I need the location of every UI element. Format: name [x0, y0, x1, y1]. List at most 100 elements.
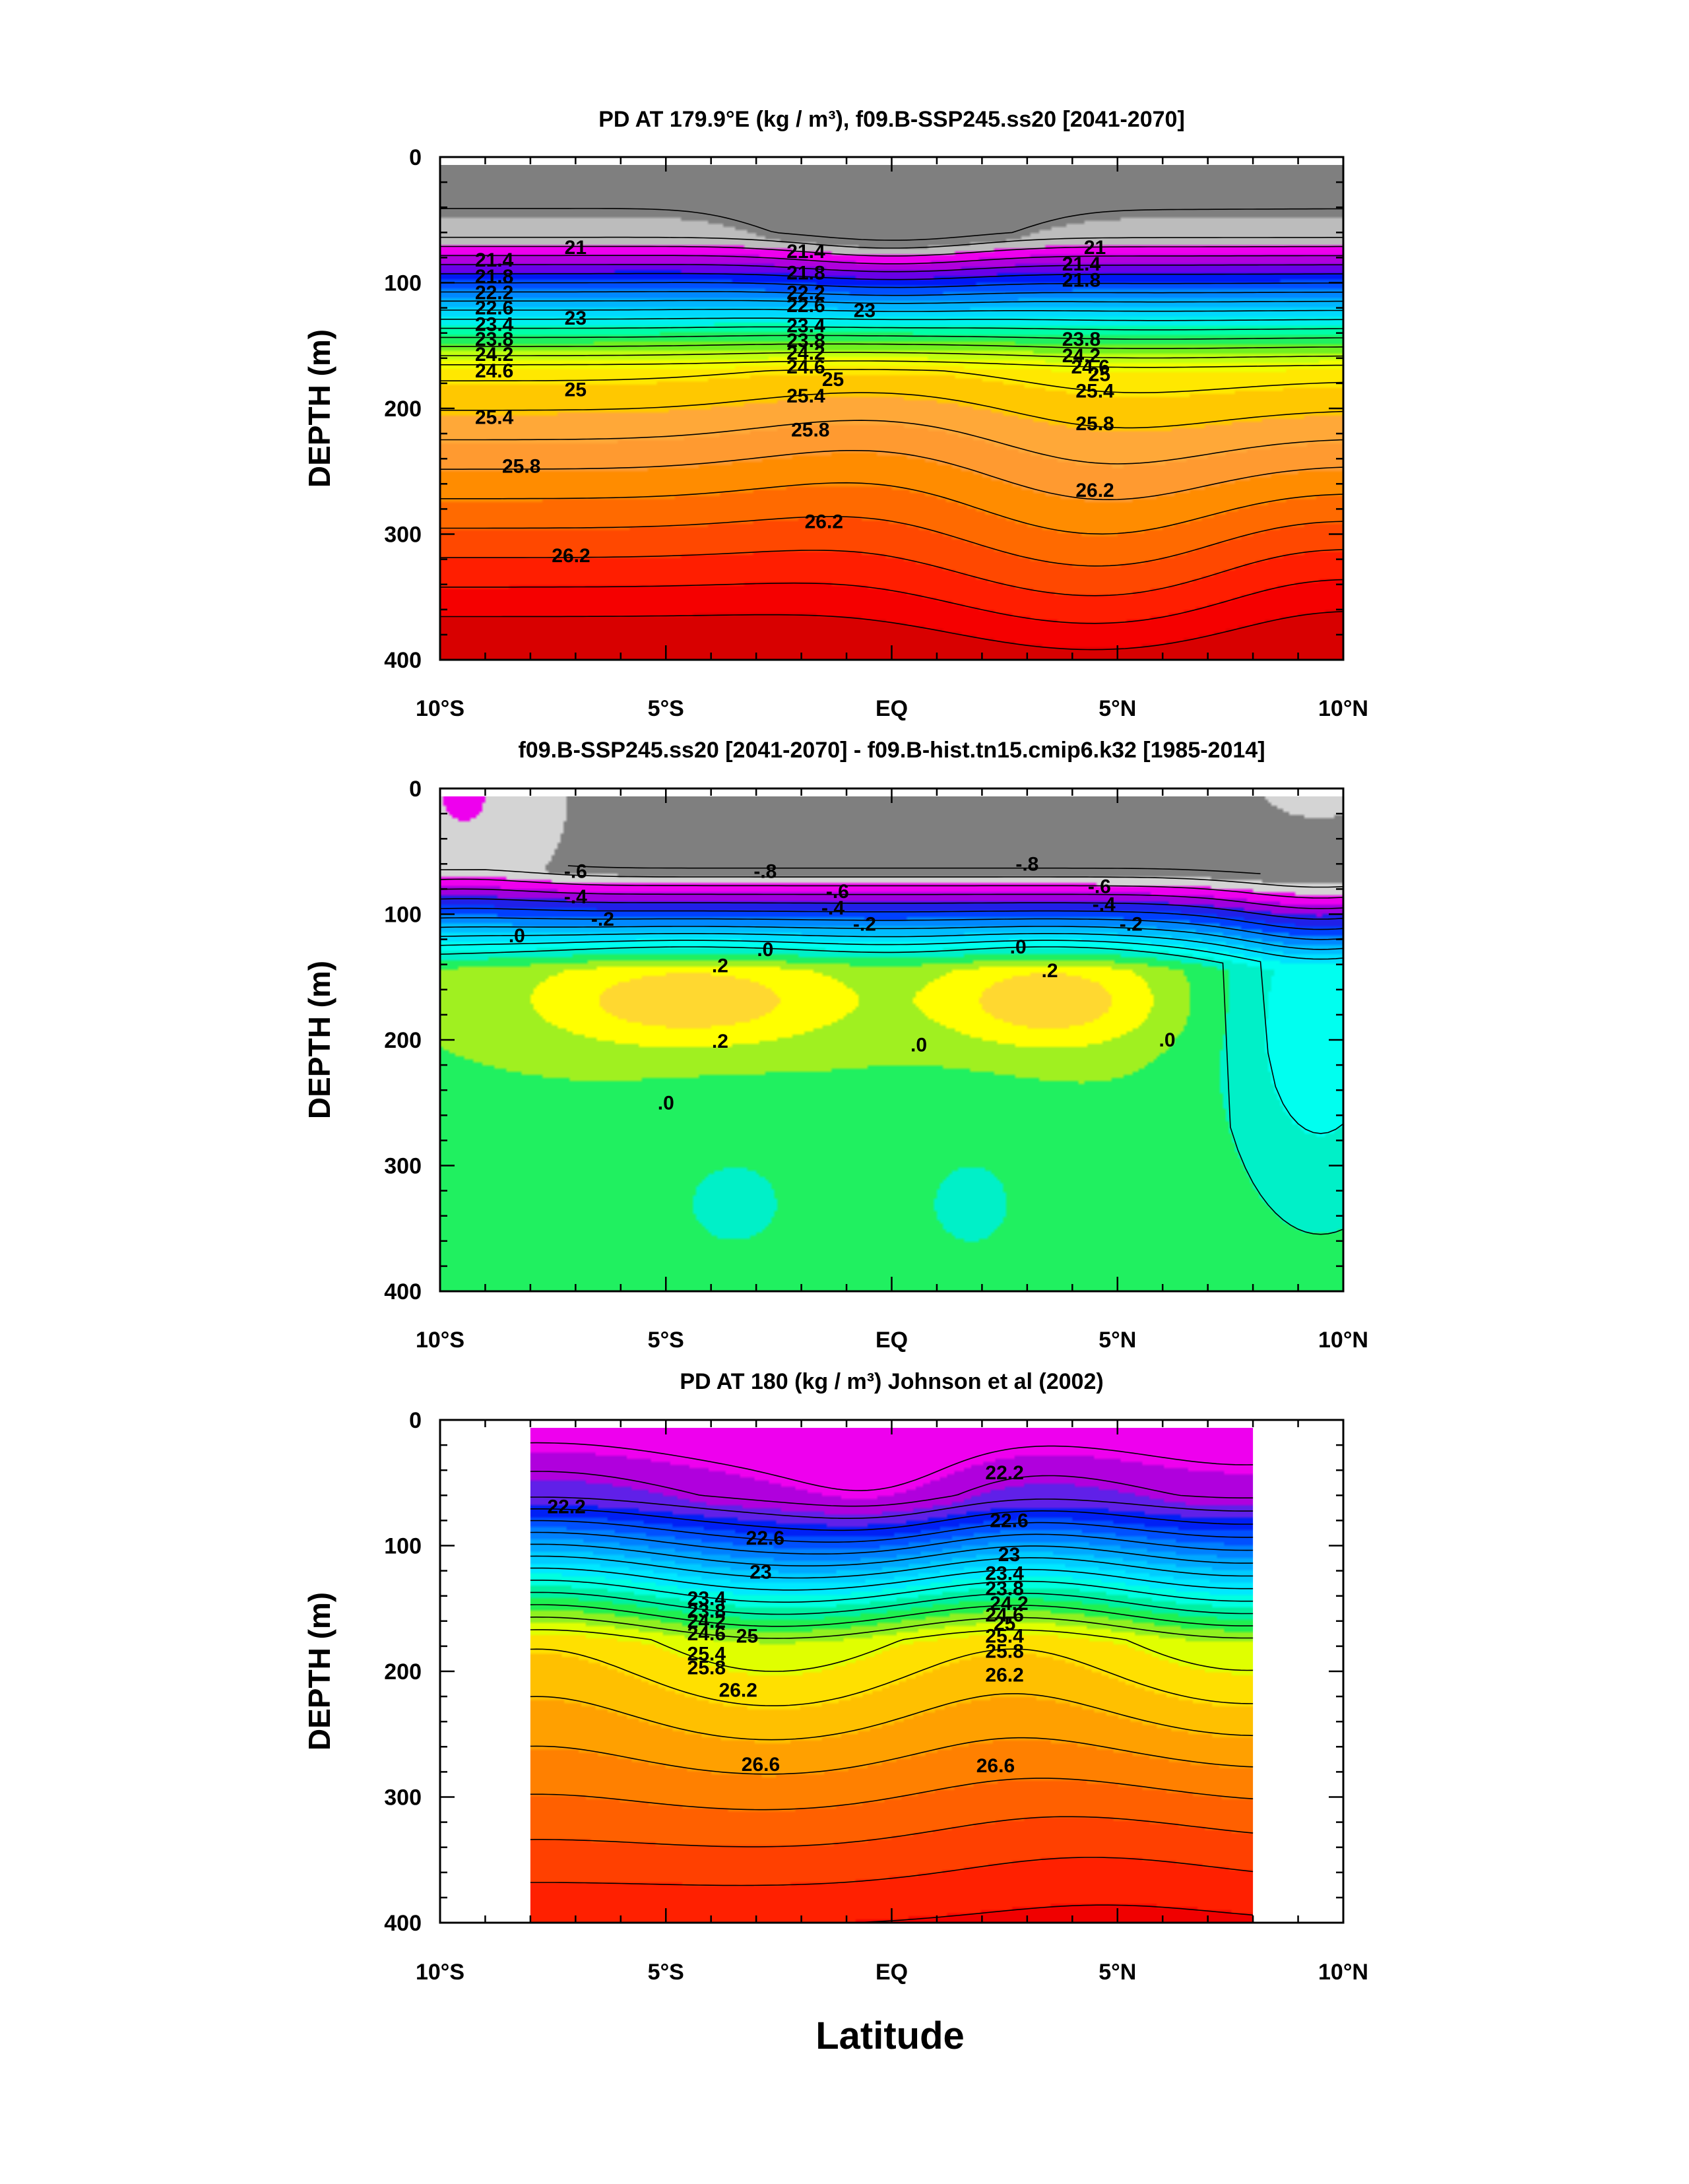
contour-label: 22.2	[475, 282, 513, 304]
contour-label: 22.6	[990, 1510, 1028, 1531]
contour-label: -.2	[853, 914, 876, 936]
contour-label: 25	[565, 379, 587, 401]
contour-label: -.8	[753, 861, 777, 883]
contour-label: 25.8	[1075, 413, 1114, 435]
panel-2-x-axis: 10°S 5°S EQ 5°N 10°N	[416, 788, 1368, 1353]
contour-label: 23.4	[985, 1562, 1024, 1584]
contour-label: 22.2	[547, 1496, 585, 1518]
contour-line	[439, 869, 1344, 888]
panel-3-y-label: DEPTH (m)	[302, 1592, 336, 1750]
panel-3: PD AT 180 (kg / m³) Johnson et al (2002)…	[302, 1369, 1368, 1985]
contour-line	[530, 1496, 1254, 1519]
contour-line	[530, 1778, 1254, 1811]
contour-line	[530, 1737, 1254, 1775]
contour-label: .0	[1010, 936, 1027, 958]
y-tick-label: 400	[384, 1279, 422, 1304]
contour-label: 26.6	[976, 1755, 1015, 1777]
contour-line	[440, 450, 1344, 501]
contour-label: -.4	[564, 886, 587, 908]
x-tick-label: 5°S	[648, 1328, 684, 1353]
panel-3-field	[530, 1428, 1254, 1923]
contour-line	[439, 917, 1344, 940]
contour-label: 24.2	[786, 342, 825, 364]
panel-1-field	[440, 165, 1343, 660]
panel-1-y-label: DEPTH (m)	[302, 329, 336, 488]
contour-label: 25.4	[985, 1626, 1024, 1648]
panel-2-y-axis: 0 100 200 300 400 DEPTH (m)	[302, 777, 1343, 1304]
contour-line	[440, 369, 1344, 394]
contour-label: 26.6	[742, 1754, 780, 1776]
contour-line	[530, 1591, 1254, 1615]
contour-label: .0	[658, 1092, 674, 1114]
contour-line	[530, 1442, 1254, 1491]
contour-line	[530, 1580, 1254, 1603]
contour-line	[440, 335, 1343, 340]
contour-line	[440, 282, 1343, 288]
y-tick-label: 100	[384, 903, 422, 928]
contour-label: 24.6	[1071, 356, 1109, 378]
x-tick-label: 5°S	[648, 696, 684, 721]
contour-line	[439, 907, 1344, 930]
contour-label: 25.4	[786, 385, 825, 407]
contour-label: 23.8	[786, 330, 825, 352]
contour-label: 21	[1084, 237, 1106, 259]
x-tick-label: 5°N	[1099, 1328, 1136, 1353]
contour-line	[530, 1693, 1254, 1741]
contour-label: -.2	[591, 909, 614, 930]
contour-line	[439, 878, 1344, 899]
contour-label: -.2	[1120, 914, 1143, 936]
contour-line	[530, 1555, 1254, 1579]
contour-label: 24.2	[475, 344, 513, 366]
panel-2-y-label: DEPTH (m)	[302, 961, 336, 1119]
contour-line	[530, 1648, 1254, 1706]
y-tick-label: 0	[409, 1408, 422, 1433]
contour-label: -.8	[1015, 853, 1038, 875]
contour-label: .2	[1042, 960, 1058, 982]
y-tick-label: 200	[384, 1659, 422, 1685]
panel-2-title: f09.B-SSP245.ss20 [2041-2070] - f09.B-hi…	[518, 738, 1265, 763]
contour-line	[440, 300, 1343, 304]
contour-line	[440, 326, 1344, 331]
contour-line	[440, 515, 1344, 567]
contour-label: .0	[910, 1035, 927, 1056]
contour-line	[439, 946, 1344, 1235]
y-tick-label: 400	[384, 1911, 422, 1936]
contour-label: 26.2	[1075, 480, 1114, 501]
y-tick-label: 300	[384, 1154, 422, 1179]
contour-label: -.6	[1088, 876, 1111, 898]
contour-line	[440, 236, 1343, 249]
contour-line	[439, 549, 1344, 596]
y-tick-label: 0	[409, 777, 422, 802]
contour-label: 23.8	[1062, 329, 1100, 350]
contour-label: .0	[1159, 1029, 1176, 1051]
contour-line	[439, 926, 1344, 950]
contour-label: 25	[736, 1626, 758, 1648]
contour-label: 21.8	[786, 262, 825, 284]
contour-line	[530, 1629, 1254, 1672]
contour-label: 26.2	[719, 1680, 757, 1702]
contour-label: .0	[509, 925, 525, 947]
contour-label: 26.2	[552, 545, 590, 567]
contour-label: .2	[712, 955, 728, 977]
contour-line	[439, 898, 1344, 920]
contour-line	[530, 1857, 1254, 1886]
contour-line	[440, 255, 1344, 265]
contour-line	[440, 392, 1344, 429]
contour-line	[440, 273, 1343, 280]
contour-label: -.6	[826, 881, 849, 903]
y-tick-label: 300	[384, 1785, 422, 1811]
contour-label: 22.2	[985, 1462, 1023, 1484]
contour-line	[567, 865, 1261, 874]
contour-line	[439, 208, 1343, 241]
contour-label: 26.2	[805, 511, 843, 532]
x-tick-label: EQ	[876, 696, 908, 721]
panel-1: PD AT 179.9°E (kg / m³), f09.B-SSP245.ss…	[302, 107, 1368, 721]
contour-label: 24.6	[475, 360, 513, 382]
contour-label: 24.2	[687, 1611, 726, 1632]
contour-label: 21.4	[1062, 253, 1101, 275]
contour-label: 23.4	[786, 315, 825, 337]
contour-line	[439, 933, 1344, 960]
contour-label: -.4	[821, 897, 844, 919]
contour-label: 23.4	[687, 1588, 726, 1610]
x-axis-label: Latitude	[815, 2014, 965, 2057]
